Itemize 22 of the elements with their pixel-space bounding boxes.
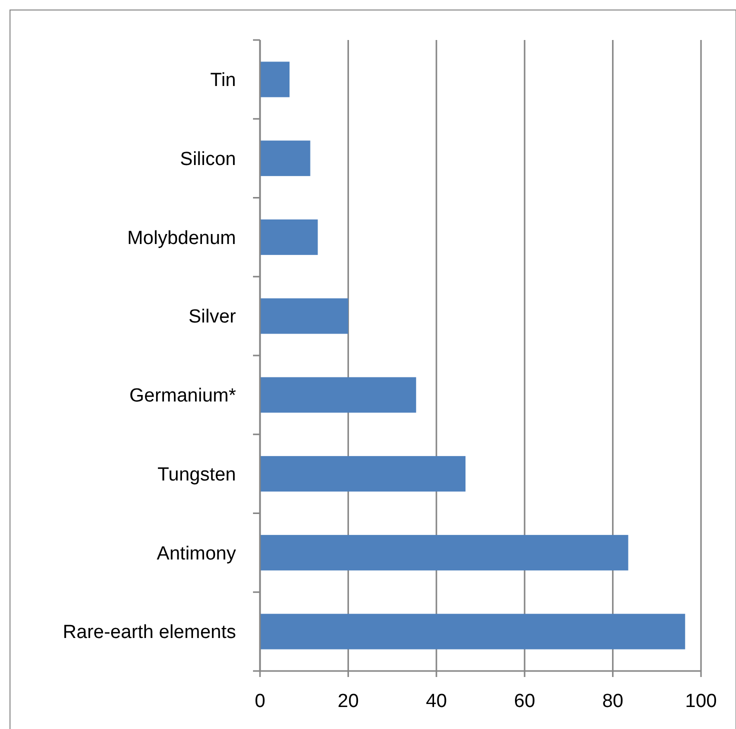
y-tick-label: Antimony bbox=[156, 543, 236, 564]
x-tick-label: 0 bbox=[254, 691, 266, 712]
y-tick-label: Germanium* bbox=[129, 386, 237, 407]
bar bbox=[260, 62, 290, 98]
x-tick-label: 60 bbox=[514, 691, 536, 712]
y-tick-label: Molybdenum bbox=[127, 228, 236, 249]
bar bbox=[260, 456, 466, 492]
y-tick-label: Tin bbox=[210, 70, 236, 92]
y-tick-label: Tungsten bbox=[157, 464, 236, 486]
x-tick-label: 100 bbox=[685, 691, 717, 712]
y-tick-label: Rare-earth elements bbox=[62, 622, 236, 644]
x-tick-label: 20 bbox=[338, 691, 359, 712]
x-tick-label: 80 bbox=[602, 691, 624, 712]
bar bbox=[260, 140, 310, 176]
bar bbox=[260, 614, 686, 650]
bar bbox=[260, 298, 348, 334]
bar bbox=[260, 377, 416, 413]
y-tick-label: Silver bbox=[188, 306, 237, 328]
bar bbox=[260, 219, 318, 255]
y-tick-label: Silicon bbox=[180, 148, 236, 170]
bar bbox=[260, 534, 628, 570]
x-tick-label: 40 bbox=[426, 691, 447, 712]
